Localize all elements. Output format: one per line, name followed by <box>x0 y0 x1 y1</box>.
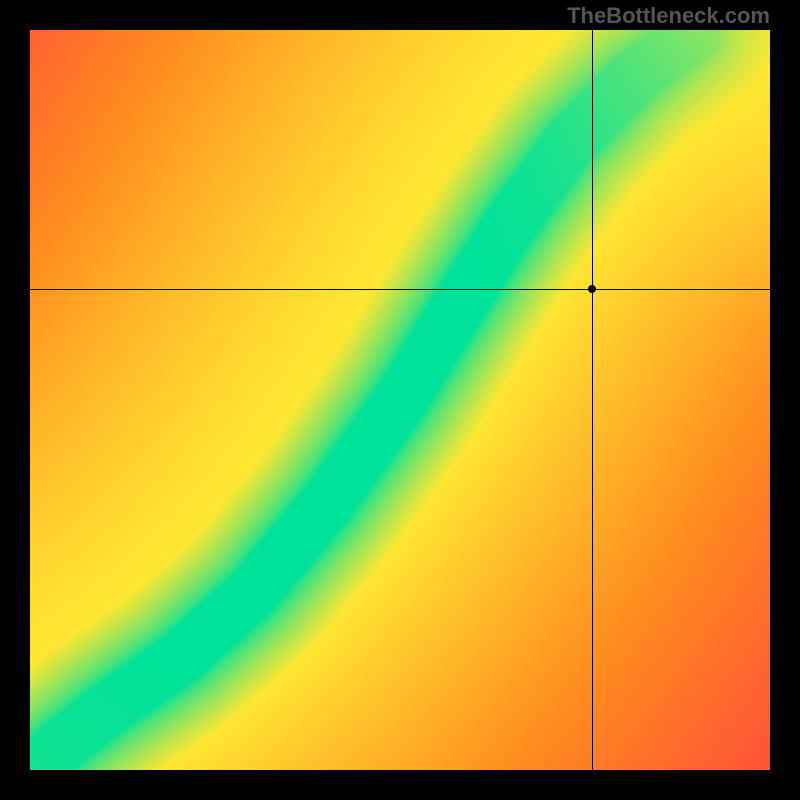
crosshair-horizontal <box>30 289 770 290</box>
heatmap-canvas <box>30 30 770 770</box>
chart-container: TheBottleneck.com <box>0 0 800 800</box>
crosshair-vertical <box>592 30 593 770</box>
heatmap-chart <box>30 30 770 770</box>
crosshair-marker <box>588 285 596 293</box>
watermark-text: TheBottleneck.com <box>567 3 770 29</box>
